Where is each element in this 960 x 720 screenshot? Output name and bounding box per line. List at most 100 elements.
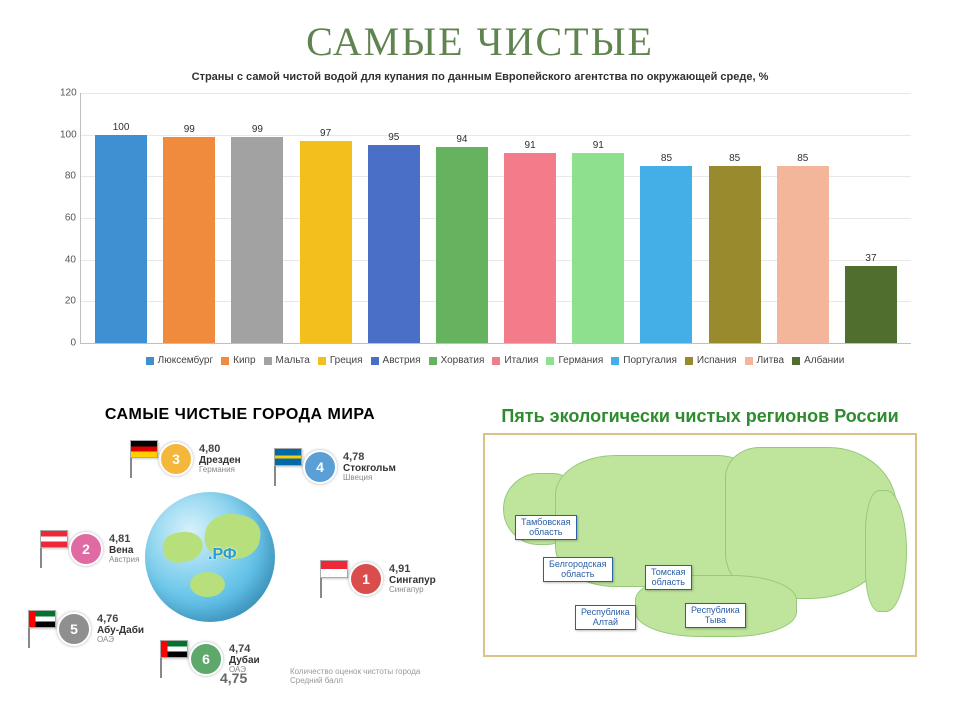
bar — [300, 141, 352, 343]
cities-footer: Количество оценок чистоты города Средний… — [290, 667, 420, 686]
region-label: Томскаяобласть — [645, 565, 692, 591]
legend-label: Испания — [697, 355, 737, 366]
legend-label: Австрия — [383, 355, 421, 366]
bar — [572, 153, 624, 343]
legend-swatch — [429, 357, 437, 365]
legend-label: Литва — [757, 355, 785, 366]
legend-item: Мальта — [264, 355, 310, 366]
cities-title: САМЫЕ ЧИСТЫЕ ГОРОДА МИРА — [20, 406, 460, 424]
bar-Португалия: 85 — [632, 93, 700, 343]
rank-badge: 1 — [349, 562, 383, 596]
legend-label: Греция — [330, 355, 363, 366]
bar-Испания: 85 — [701, 93, 769, 343]
globe-label: .РФ — [208, 546, 237, 564]
ytick: 100 — [60, 129, 76, 140]
rank-badge: 2 — [69, 532, 103, 566]
chart-title: Страны с самой чистой водой для купания … — [0, 71, 960, 83]
legend-item: Хорватия — [429, 355, 485, 366]
legend-label: Албании — [804, 355, 844, 366]
rank-badge: 5 — [57, 612, 91, 646]
legend-swatch — [318, 357, 326, 365]
legend-label: Мальта — [276, 355, 310, 366]
legend-label: Люксембург — [158, 355, 213, 366]
flag-icon — [160, 640, 189, 678]
rank-badge: 6 — [189, 642, 223, 676]
regions-title: Пять экологически чистых регионов России — [470, 406, 930, 427]
bar-value: 99 — [252, 124, 263, 135]
ytick: 60 — [60, 213, 76, 224]
bar-value: 94 — [456, 134, 467, 145]
flag-icon — [320, 560, 349, 598]
legend-swatch — [611, 357, 619, 365]
bar-Австрия: 95 — [360, 93, 428, 343]
bar-value: 37 — [865, 253, 876, 264]
city-item-3: 34,80ДрезденГермания — [130, 440, 241, 478]
bar-Мальта: 99 — [223, 93, 291, 343]
legend-label: Португалия — [623, 355, 677, 366]
region-label: Белгородскаяобласть — [543, 557, 613, 583]
bar — [436, 147, 488, 343]
bar — [231, 137, 283, 343]
flag-icon — [274, 448, 303, 486]
bar-Люксембург: 100 — [87, 93, 155, 343]
bar — [95, 135, 147, 343]
bar-value: 91 — [525, 140, 536, 151]
legend-label: Италия — [504, 355, 538, 366]
bar — [504, 153, 556, 343]
legend-label: Германия — [558, 355, 603, 366]
bar-value: 99 — [184, 124, 195, 135]
legend-item: Люксембург — [146, 355, 213, 366]
legend-swatch — [546, 357, 554, 365]
legend-item: Италия — [492, 355, 538, 366]
bar-value: 85 — [729, 153, 740, 164]
city-item-5: 54,76Абу-ДабиОАЭ — [28, 610, 144, 648]
legend-item: Португалия — [611, 355, 677, 366]
bar-value: 91 — [593, 140, 604, 151]
bar-Италия: 91 — [496, 93, 564, 343]
flag-icon — [28, 610, 57, 648]
bar — [640, 166, 692, 343]
city-text: 4,80ДрезденГермания — [199, 443, 241, 475]
russia-map: Тамбовскаяобласть Белгородскаяобласть Томс… — [483, 433, 917, 657]
city-text: 4,78СтокгольмШвеция — [343, 451, 396, 483]
legend-item: Албании — [792, 355, 844, 366]
chart-legend: ЛюксембургКипрМальтаГрецияАвстрияХорвати… — [80, 355, 910, 366]
bar-Литва: 85 — [769, 93, 837, 343]
city-text: 4,76Абу-ДабиОАЭ — [97, 613, 144, 645]
legend-item: Германия — [546, 355, 603, 366]
legend-swatch — [371, 357, 379, 365]
ytick: 0 — [60, 338, 76, 349]
region-label: РеспубликаТыва — [685, 603, 746, 629]
cities-panel: САМЫЕ ЧИСТЫЕ ГОРОДА МИРА .РФ 4,75 Количе… — [20, 406, 460, 706]
city-text: 4,74ДубаиОАЭ — [229, 643, 260, 675]
city-item-2: 24,81ВенаАвстрия — [40, 530, 139, 568]
bar — [709, 166, 761, 343]
legend-swatch — [745, 357, 753, 365]
city-item-6: 64,74ДубаиОАЭ — [160, 640, 260, 678]
flag-icon — [40, 530, 69, 568]
bar-chart: 1009999979594919185858537 ЛюксембургКипр… — [30, 87, 930, 387]
legend-swatch — [792, 357, 800, 365]
ytick: 20 — [60, 296, 76, 307]
bar-Греция: 97 — [292, 93, 360, 343]
legend-swatch — [146, 357, 154, 365]
bar-value: 85 — [797, 153, 808, 164]
lower-panels: САМЫЕ ЧИСТЫЕ ГОРОДА МИРА .РФ 4,75 Количе… — [20, 406, 940, 706]
bar-Хорватия: 94 — [428, 93, 496, 343]
legend-swatch — [492, 357, 500, 365]
bar-Германия: 91 — [564, 93, 632, 343]
bar — [845, 266, 897, 343]
legend-item: Австрия — [371, 355, 421, 366]
rank-badge: 3 — [159, 442, 193, 476]
legend-swatch — [685, 357, 693, 365]
ytick: 40 — [60, 254, 76, 265]
bar-value: 95 — [388, 132, 399, 143]
ytick: 80 — [60, 171, 76, 182]
flag-icon — [130, 440, 159, 478]
legend-swatch — [221, 357, 229, 365]
region-label: Тамбовскаяобласть — [515, 515, 577, 541]
region-label: РеспубликаАлтай — [575, 605, 636, 631]
legend-item: Греция — [318, 355, 363, 366]
city-text: 4,91СингапурСингапур — [389, 563, 436, 595]
bar-value: 85 — [661, 153, 672, 164]
